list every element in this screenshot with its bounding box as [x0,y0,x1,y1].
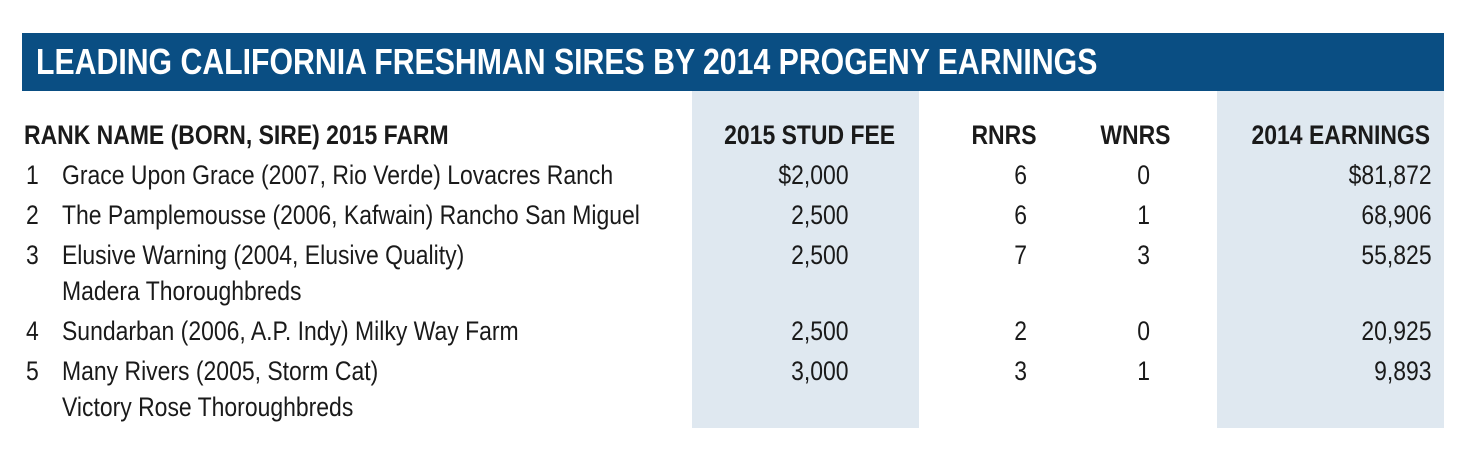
header-wnrs: WNRS [1099,120,1170,150]
row-earnings: 20,925 [1361,316,1432,346]
row-name: Sundarban (2006, A.P. Indy) Milky Way Fa… [62,316,519,346]
row-name: Grace Upon Grace (2007, Rio Verde) Lovac… [62,160,614,190]
row-rank: 3 [26,240,39,270]
row-name-line2: Victory Rose Thoroughbreds [62,392,354,422]
stud-fee-column-shade [692,91,919,428]
title-bar: LEADING CALIFORNIA FRESHMAN SIRES BY 201… [22,33,1444,91]
row-stud-fee: 3,000 [791,356,849,386]
row-earnings: $81,872 [1349,160,1432,190]
row-stud-fee: 2,500 [791,240,849,270]
header-stud-fee: 2015 STUD FEE [724,120,895,150]
row-rnrs: 6 [1014,160,1027,190]
row-name: The Pamplemousse (2006, Kafwain) Rancho … [62,200,640,230]
row-name: Many Rivers (2005, Storm Cat) [62,356,379,386]
row-stud-fee: 2,500 [791,316,849,346]
row-rnrs: 2 [1014,316,1027,346]
row-stud-fee: $2,000 [778,160,849,190]
row-rank: 1 [26,160,39,190]
table-title: LEADING CALIFORNIA FRESHMAN SIRES BY 201… [36,41,1098,82]
row-earnings: 68,906 [1361,200,1432,230]
row-rnrs: 7 [1014,240,1027,270]
row-stud-fee: 2,500 [791,200,849,230]
row-rnrs: 6 [1014,200,1027,230]
header-earnings: 2014 EARNINGS [1251,120,1430,150]
row-rnrs: 3 [1014,356,1027,386]
row-wnrs: 0 [1137,316,1150,346]
row-name: Elusive Warning (2004, Elusive Quality) [62,240,465,270]
row-wnrs: 3 [1137,240,1150,270]
row-wnrs: 0 [1137,160,1150,190]
row-rank: 4 [26,316,39,346]
header-rnrs: RNRS [971,120,1037,150]
earnings-column-shade [1217,91,1444,428]
row-earnings: 55,825 [1361,240,1432,270]
row-rank: 5 [26,356,39,386]
row-wnrs: 1 [1137,356,1150,386]
row-rank: 2 [26,200,39,230]
header-rank-name: RANK NAME (BORN, SIRE) 2015 FARM [24,120,449,150]
row-wnrs: 1 [1137,200,1150,230]
row-earnings: 9,893 [1374,356,1432,386]
row-name-line2: Madera Thoroughbreds [62,276,302,306]
